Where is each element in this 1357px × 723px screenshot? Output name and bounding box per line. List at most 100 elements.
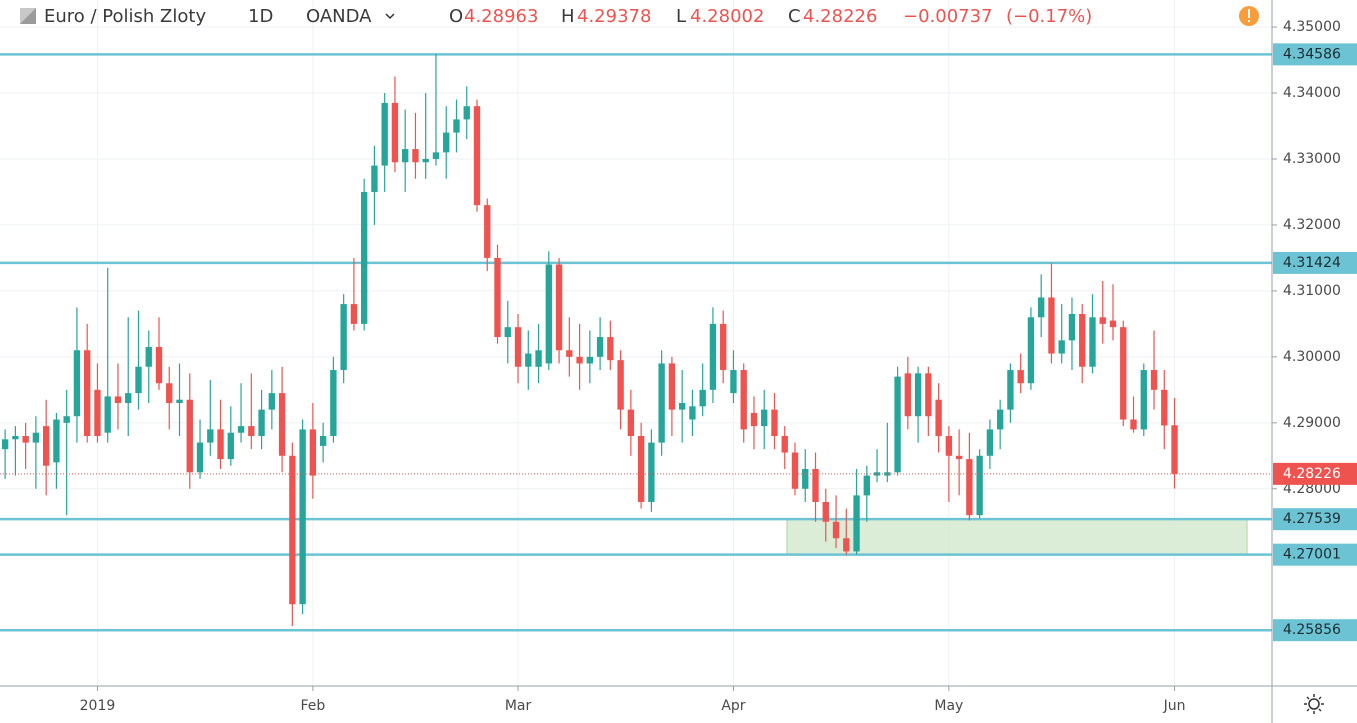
candle-body <box>945 436 953 456</box>
candle-body <box>740 370 747 430</box>
candle-body <box>494 257 501 338</box>
candle-body <box>84 350 91 437</box>
candle-body <box>12 436 19 440</box>
y-tick-label: 4.29000 <box>1283 415 1341 431</box>
candle-body <box>607 337 614 361</box>
candle-body <box>22 436 29 443</box>
level-label-box <box>1273 43 1357 66</box>
candle-body <box>391 102 399 163</box>
candle-body <box>637 436 645 502</box>
candle-body <box>196 442 204 473</box>
candle-body <box>1120 327 1127 420</box>
candle-body <box>1099 317 1106 324</box>
candle-body <box>525 353 532 367</box>
candle-body <box>237 426 245 433</box>
interval: 1D <box>248 6 273 27</box>
candle-body <box>658 363 665 443</box>
last-price-box <box>1273 462 1357 485</box>
level-label-box <box>1273 251 1357 274</box>
candle-body <box>791 452 799 489</box>
source[interactable]: OANDA <box>306 6 372 27</box>
candle-body <box>709 323 717 390</box>
candle-body <box>1017 370 1024 384</box>
candle-body <box>843 538 850 552</box>
candle-body <box>443 132 450 153</box>
candle-body <box>402 149 409 163</box>
candle-body <box>330 370 337 437</box>
candle-body <box>596 337 604 357</box>
candle-body <box>32 432 40 443</box>
candle-body <box>63 416 70 423</box>
level-label: 4.34586 <box>1283 46 1341 62</box>
candle-body <box>935 399 942 437</box>
ohlc-label: C <box>788 6 801 27</box>
candle-body <box>1038 297 1045 318</box>
settings-icon-rays[interactable] <box>1304 694 1324 714</box>
level-label-box <box>1273 508 1357 531</box>
candle-body <box>1 439 9 450</box>
candle-body <box>125 393 132 404</box>
candle-body <box>576 356 583 364</box>
candle-body <box>832 521 840 539</box>
candle-body <box>484 205 491 258</box>
ohlc-label: O <box>449 6 463 27</box>
candle-body <box>1140 370 1147 430</box>
candle-body <box>278 393 286 456</box>
candle-body <box>894 376 901 473</box>
candle-body <box>268 393 276 410</box>
level-label: 4.27001 <box>1283 547 1341 563</box>
candle-body <box>1089 317 1096 367</box>
candle-body <box>678 403 686 410</box>
candle-body <box>1130 419 1137 430</box>
candle-body <box>453 119 460 133</box>
high-value: 4.29378 <box>577 6 651 27</box>
header: Euro / Polish Zloty 1D OANDA O 4.28963 H… <box>20 6 1259 27</box>
y-tick-label: 4.32000 <box>1283 217 1341 233</box>
candle-body <box>1058 340 1065 354</box>
candle-body <box>473 106 481 206</box>
settings-icon[interactable] <box>1304 694 1324 714</box>
dropdown-chevron[interactable] <box>385 13 395 20</box>
candle-body <box>996 409 1004 430</box>
candle-body <box>1068 313 1076 341</box>
candle-body <box>750 412 758 427</box>
x-tick-label: Mar <box>505 698 532 714</box>
candle-body <box>566 350 573 357</box>
candle-body <box>94 389 101 437</box>
candle-body <box>648 442 655 502</box>
candle-body <box>853 495 860 552</box>
candle-body <box>217 429 224 460</box>
candle-body <box>514 327 522 367</box>
candle-body <box>412 149 419 163</box>
candle-body <box>545 264 552 364</box>
candle-body <box>617 360 624 410</box>
candle-body <box>1150 370 1158 390</box>
candle-body <box>699 389 706 407</box>
candle-body <box>1027 317 1035 384</box>
candle-body <box>555 264 563 351</box>
candle-body <box>504 327 511 338</box>
candle-body <box>207 429 214 443</box>
candle-body <box>114 396 122 404</box>
candle-body <box>176 399 183 404</box>
candle-body <box>986 429 994 456</box>
candle-body <box>668 363 676 410</box>
settings-icon-core[interactable] <box>1308 698 1320 710</box>
candle-body <box>535 350 542 367</box>
level-label-box <box>1273 619 1357 642</box>
candle-body <box>309 429 317 476</box>
candle-body <box>781 436 788 453</box>
candle-body <box>135 366 142 394</box>
candle-body <box>289 455 296 605</box>
y-tick-label: 4.35000 <box>1283 19 1341 35</box>
candle-body <box>976 455 983 516</box>
candle-body <box>1007 370 1014 410</box>
candle-body <box>53 419 60 463</box>
candle-body <box>925 373 932 417</box>
zone <box>786 518 1248 556</box>
candle-body <box>1161 389 1168 426</box>
candle-body <box>1079 313 1086 367</box>
candle-body <box>720 323 727 371</box>
